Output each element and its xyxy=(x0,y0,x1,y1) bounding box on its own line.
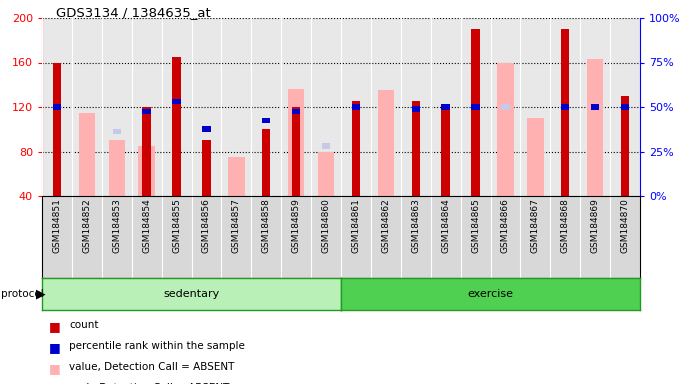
Bar xyxy=(621,104,629,110)
Text: GSM184860: GSM184860 xyxy=(322,199,330,253)
Text: percentile rank within the sample: percentile rank within the sample xyxy=(69,341,245,351)
Text: GDS3134 / 1384635_at: GDS3134 / 1384635_at xyxy=(56,6,210,19)
Bar xyxy=(318,152,335,196)
Bar xyxy=(143,109,151,114)
Text: GSM184864: GSM184864 xyxy=(441,199,450,253)
Bar xyxy=(292,107,301,196)
Text: ■: ■ xyxy=(49,319,61,333)
Bar xyxy=(501,104,509,110)
Text: GSM184853: GSM184853 xyxy=(112,199,121,253)
Text: ■: ■ xyxy=(49,383,61,384)
Bar xyxy=(587,59,603,196)
Text: count: count xyxy=(69,319,99,329)
Bar xyxy=(262,129,271,196)
Bar xyxy=(471,104,479,110)
Bar xyxy=(441,104,450,110)
Text: sedentary: sedentary xyxy=(163,289,220,299)
Text: exercise: exercise xyxy=(468,289,513,299)
Text: GSM184870: GSM184870 xyxy=(621,199,630,253)
Bar xyxy=(561,29,569,196)
Bar xyxy=(202,126,211,132)
Bar xyxy=(591,104,599,110)
Bar xyxy=(411,106,420,112)
Text: rank, Detection Call = ABSENT: rank, Detection Call = ABSENT xyxy=(69,383,230,384)
Bar xyxy=(143,107,151,196)
Bar xyxy=(561,104,569,110)
Bar xyxy=(262,118,271,123)
Bar xyxy=(172,57,181,196)
Text: GSM184863: GSM184863 xyxy=(411,199,420,253)
Text: GSM184857: GSM184857 xyxy=(232,199,241,253)
Bar xyxy=(202,141,211,146)
Text: GSM184861: GSM184861 xyxy=(352,199,360,253)
Bar xyxy=(53,104,61,110)
Bar xyxy=(113,129,121,134)
Bar xyxy=(322,143,330,149)
Text: GSM184869: GSM184869 xyxy=(591,199,600,253)
Text: ▶: ▶ xyxy=(36,288,46,301)
Text: GSM184858: GSM184858 xyxy=(262,199,271,253)
Text: GSM184866: GSM184866 xyxy=(501,199,510,253)
Text: GSM184859: GSM184859 xyxy=(292,199,301,253)
Text: GSM184862: GSM184862 xyxy=(381,199,390,253)
Text: GSM184868: GSM184868 xyxy=(561,199,570,253)
Text: ■: ■ xyxy=(49,341,61,354)
Text: GSM184855: GSM184855 xyxy=(172,199,181,253)
Bar xyxy=(352,104,360,110)
Bar xyxy=(411,101,420,196)
Bar xyxy=(109,141,125,196)
Bar xyxy=(292,109,301,114)
Text: GSM184854: GSM184854 xyxy=(142,199,151,253)
Text: ■: ■ xyxy=(49,362,61,375)
Text: GSM184865: GSM184865 xyxy=(471,199,480,253)
Bar xyxy=(172,99,181,104)
Bar xyxy=(471,29,479,196)
Text: GSM184856: GSM184856 xyxy=(202,199,211,253)
Bar xyxy=(352,101,360,196)
Bar xyxy=(621,96,629,196)
Bar xyxy=(377,90,394,196)
Bar xyxy=(441,107,450,196)
Bar xyxy=(527,118,543,196)
Bar xyxy=(591,104,599,110)
Bar xyxy=(228,157,245,196)
Text: protocol: protocol xyxy=(1,289,44,299)
Text: GSM184852: GSM184852 xyxy=(82,199,91,253)
Text: GSM184851: GSM184851 xyxy=(52,199,61,253)
Bar xyxy=(53,63,61,196)
Text: value, Detection Call = ABSENT: value, Detection Call = ABSENT xyxy=(69,362,235,372)
Bar xyxy=(497,63,513,196)
Bar xyxy=(79,113,95,196)
Bar xyxy=(288,89,305,196)
Text: GSM184867: GSM184867 xyxy=(531,199,540,253)
Bar xyxy=(139,146,155,196)
Bar xyxy=(202,141,211,196)
